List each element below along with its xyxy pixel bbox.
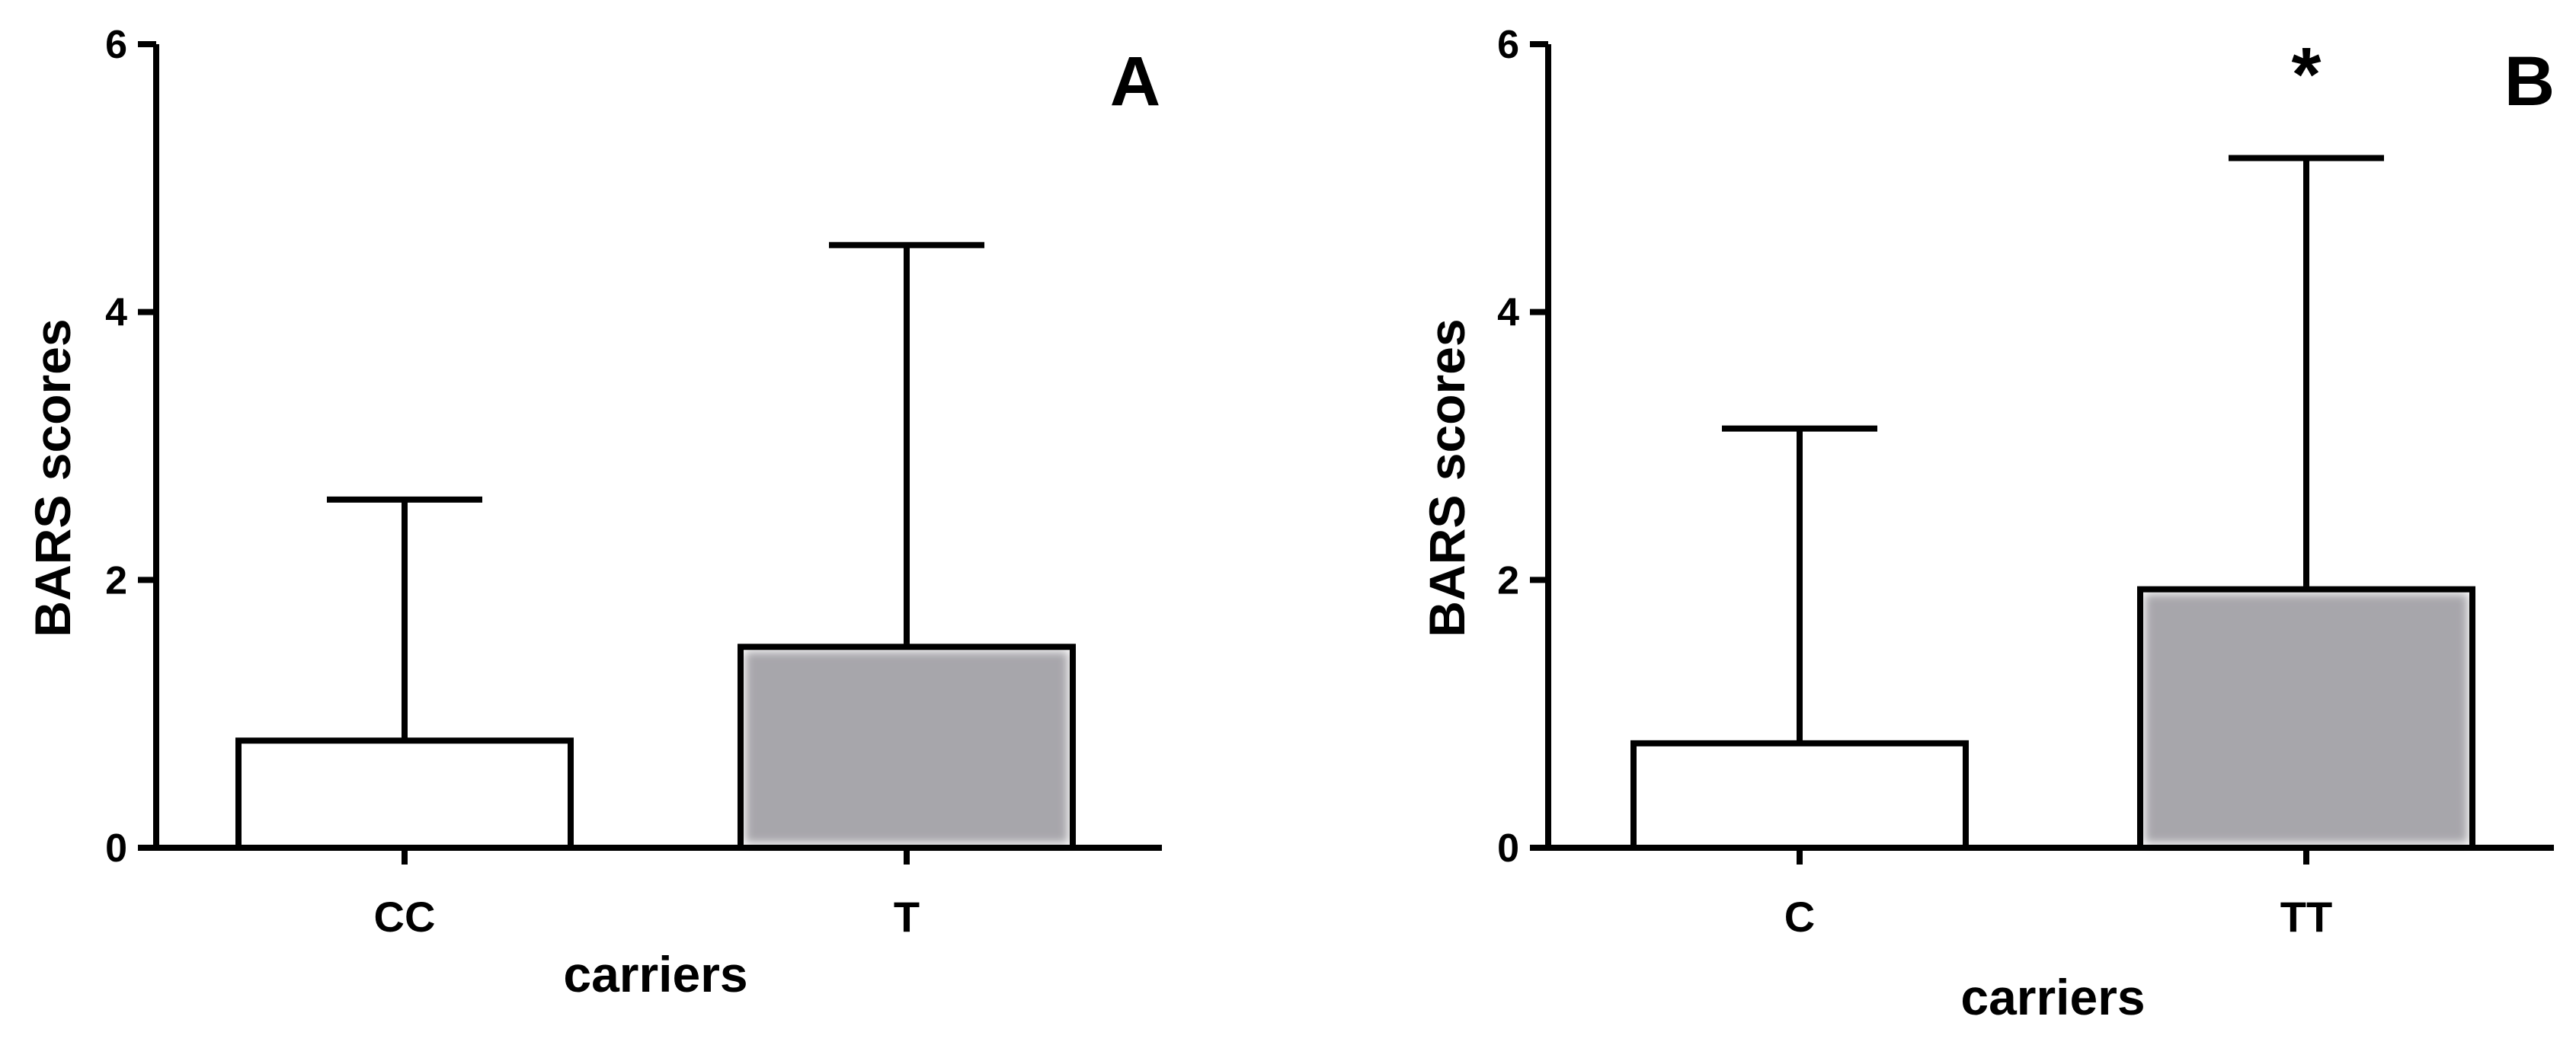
panel-a-x-axis-title: carriers [563, 946, 747, 1002]
panel-b-bar-fill-tt [2145, 593, 2468, 843]
panel-b-y-tick-label-6: 6 [1497, 23, 1519, 67]
panel-b-y-tick-label-4: 4 [1497, 291, 1519, 335]
panel-a-y-tick-label-6: 6 [105, 23, 127, 67]
panel-b-y-axis-title: BARS scores [1419, 318, 1475, 637]
panel-b-significance-marker: * [2292, 32, 2322, 117]
panel-a-bar-fill-cc [238, 740, 571, 848]
panel-b-letter: B [2504, 43, 2555, 120]
panel-a-y-axis-title: BARS scores [24, 318, 81, 637]
panel-b-y-tick-label-2: 2 [1497, 558, 1519, 603]
panel-b-x-axis-title: carriers [1960, 969, 2145, 1025]
panel-a-y-tick-label-4: 4 [105, 291, 127, 335]
panel-a-y-tick-label-2: 2 [105, 558, 127, 603]
panel-a-letter: A [1110, 43, 1160, 120]
panel-b-x-tick-label-c: C [1784, 893, 1815, 941]
panel-a-x-tick-label-t: T [894, 893, 920, 941]
panel-b-bar-fill-c [1634, 743, 1966, 848]
panel-a-bar-fill-t [745, 651, 1068, 843]
panel-b-y-tick-label-0: 0 [1497, 826, 1519, 871]
panel-a-x-tick-label-cc: CC [374, 893, 436, 941]
panel-a-y-tick-label-0: 0 [105, 826, 127, 871]
panel-b-x-tick-label-tt: TT [2280, 893, 2332, 941]
